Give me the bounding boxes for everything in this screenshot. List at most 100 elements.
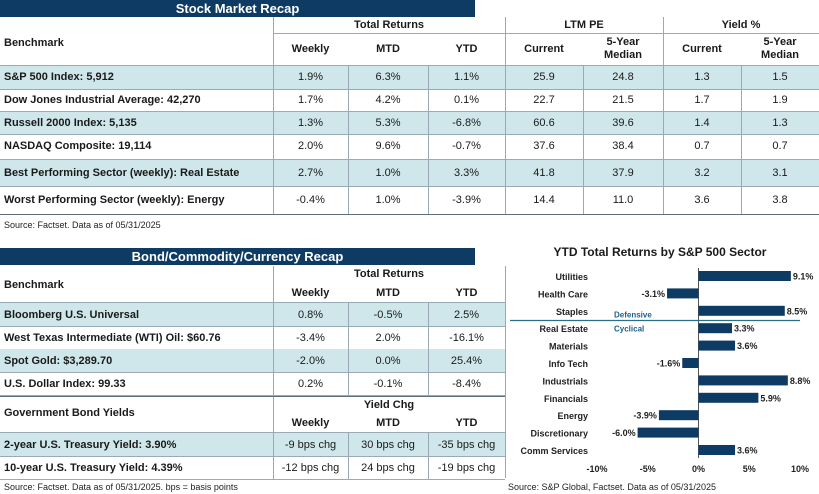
sector-value-label: -1.6%: [657, 359, 681, 369]
grid-line: [0, 302, 505, 303]
gov-row-ytd: -19 bps chg: [437, 461, 496, 474]
grid-line: [0, 65, 819, 66]
x-tick-label: -5%: [640, 464, 656, 474]
sector-category-label: Health Care: [538, 289, 588, 299]
gov-row-mtd: 30 bps chg: [361, 438, 415, 451]
bond-row-mtd: 2.0%: [375, 331, 401, 344]
gov-row-weekly: -12 bps chg: [281, 461, 340, 474]
grid-line: [0, 432, 505, 433]
cyclical-label: Cyclical: [614, 325, 644, 334]
bond-row-ytd: -16.1%: [449, 331, 484, 344]
sector-bar: [698, 340, 736, 351]
stock-row-mtd: 9.6%: [375, 140, 401, 152]
grid-line: [0, 186, 819, 187]
gov-row-ytd: -35 bps chg: [437, 438, 496, 451]
stock-row-name: S&P 500 Index: 5,912: [4, 71, 114, 83]
bond-recap-title: Bond/Commodity/Currency Recap: [0, 248, 475, 265]
sector-value-label: -6.0%: [612, 428, 636, 438]
stock-row-pe-med: 37.9: [612, 166, 634, 179]
stock-row-pe-med: 38.4: [612, 140, 634, 152]
sector-value-label: 3.6%: [737, 341, 758, 351]
bond-row-mtd: -0.5%: [373, 308, 403, 321]
gov-row-name: 2-year U.S. Treasury Yield: 3.90%: [4, 438, 177, 451]
stock-row-pe-med: 24.8: [612, 71, 634, 83]
grid-line: [273, 17, 274, 65]
stock-row-y-cur: 1.4: [694, 116, 710, 129]
grid-line: [273, 33, 819, 34]
defensive-label: Defensive: [614, 311, 652, 320]
sector-value-label: 3.3%: [734, 324, 755, 334]
gov-col-ytd: YTD: [455, 417, 478, 429]
stock-row-y-cur: 3.6: [694, 194, 710, 206]
grid-line: [0, 396, 505, 397]
stock-row-weekly: -0.4%: [296, 194, 325, 206]
stock-row-ytd: 3.3%: [453, 166, 480, 179]
grid-line: [348, 433, 349, 479]
bond-total-returns-group: Total Returns: [353, 268, 425, 280]
grid-line: [505, 17, 506, 65]
sector-bar: [682, 358, 699, 368]
bond-table-row: U.S. Dollar Index: 99.33 0.2% -0.1% -8.4%: [0, 372, 505, 395]
stock-row-y-cur: 0.7: [694, 140, 710, 152]
bond-table-row: Bloomberg U.S. Universal 0.8% -0.5% 2.5%: [0, 303, 505, 326]
stock-row-name: Best Performing Sector (weekly): Real Es…: [4, 166, 240, 179]
grid-line: [741, 65, 742, 214]
grid-line: [273, 65, 274, 214]
sector-bar: [698, 392, 759, 403]
gov-row-mtd: 24 bps chg: [361, 461, 415, 474]
sector-bar: [667, 288, 699, 299]
stock-source-note: Source: Factset. Data as of 05/31/2025: [4, 220, 161, 230]
sector-category-label: Industrials: [542, 376, 588, 386]
sector-category-label: Discretionary: [530, 429, 588, 439]
sector-bar: [698, 375, 788, 386]
stock-table-row: Worst Performing Sector (weekly): Energy…: [0, 186, 819, 214]
stock-row-y-med: 3.1: [772, 166, 788, 179]
bond-row-weekly: -2.0%: [296, 354, 325, 367]
stock-col-ytd: YTD: [455, 43, 478, 55]
stock-recap-title: Stock Market Recap: [0, 0, 475, 17]
sector-bar: [698, 271, 791, 281]
grid-line: [0, 89, 819, 90]
gov-yield-row: 10-year U.S. Treasury Yield: 4.39% -12 bp…: [0, 456, 505, 479]
chart-title: YTD Total Returns by S&P 500 Sector: [553, 245, 767, 259]
sector-bar: [637, 427, 699, 438]
sector-category-label: Financials: [544, 394, 588, 404]
bond-row-weekly: 0.2%: [297, 377, 324, 390]
bond-row-mtd: 0.0%: [375, 354, 401, 367]
stock-row-y-cur: 1.7: [694, 94, 710, 106]
grid-line: [0, 372, 505, 373]
stock-row-weekly: 1.7%: [297, 94, 324, 106]
bond-row-weekly: -3.4%: [296, 331, 325, 344]
sector-value-label: 3.6%: [737, 446, 758, 456]
stock-table-row: S&P 500 Index: 5,912 1.9% 6.3% 1.1% 25.9 24.8…: [0, 65, 819, 89]
gov-col-weekly: Weekly: [291, 417, 330, 429]
sector-category-label: Real Estate: [539, 324, 588, 334]
bond-source-note: Source: Factset. Data as of 05/31/2025. …: [4, 482, 238, 492]
stock-row-mtd: 6.3%: [375, 71, 401, 83]
sector-value-label: 8.5%: [787, 306, 808, 316]
grid-line: [0, 479, 505, 480]
grid-line: [428, 65, 429, 214]
sector-bar: [658, 410, 699, 421]
grid-line: [505, 266, 506, 478]
grid-line: [0, 326, 505, 327]
stock-row-ytd: -0.7%: [452, 140, 481, 152]
stock-row-name: Russell 2000 Index: 5,135: [4, 116, 137, 129]
bond-table-row: West Texas Intermediate (WTI) Oil: $60.7…: [0, 326, 505, 349]
stock-row-weekly: 1.9%: [297, 71, 324, 83]
yield-chg-group: Yield Chg: [363, 399, 415, 411]
bond-benchmark-label: Benchmark: [4, 279, 64, 291]
sector-category-label: Comm Services: [520, 446, 588, 456]
gov-row-name: 10-year U.S. Treasury Yield: 4.39%: [4, 461, 183, 474]
stock-row-y-med: 1.5: [772, 71, 788, 83]
stock-row-name: Dow Jones Industrial Average: 42,270: [4, 94, 201, 106]
grid-line: [0, 456, 505, 457]
stock-yield-group: Yield %: [721, 19, 761, 31]
grid-line: [348, 65, 349, 214]
stock-row-y-med: 0.7: [772, 140, 788, 152]
sector-category-label: Energy: [557, 411, 588, 421]
stock-col-pe-current: Current: [524, 43, 564, 55]
stock-col-weekly: Weekly: [291, 43, 330, 55]
stock-row-mtd: 1.0%: [375, 194, 401, 206]
stock-row-pe-cur: 14.4: [533, 194, 555, 206]
